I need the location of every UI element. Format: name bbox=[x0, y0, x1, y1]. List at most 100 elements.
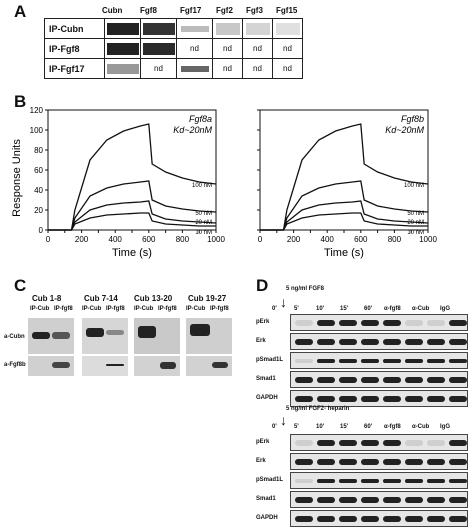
row-label-fgf8b: a-Fgf8b bbox=[4, 362, 26, 368]
cell-value: nd bbox=[212, 38, 243, 59]
series-line bbox=[260, 123, 429, 231]
blot-band bbox=[361, 376, 379, 383]
blot-band bbox=[449, 458, 467, 465]
x-tick-label: 400 bbox=[321, 235, 335, 244]
y-tick-label: 60 bbox=[34, 166, 43, 175]
blot-band bbox=[361, 496, 379, 503]
y-tick-label: 0 bbox=[39, 226, 44, 235]
treatment-label-top: 5 ng/ml FGF8 bbox=[286, 286, 325, 292]
series-label: 100 nM bbox=[404, 183, 424, 189]
blot-image bbox=[186, 318, 232, 354]
blot-image bbox=[186, 356, 232, 376]
x-tick-label: 0 bbox=[258, 235, 263, 244]
blot-band bbox=[317, 496, 335, 503]
blot-band bbox=[449, 338, 467, 345]
blot-band bbox=[317, 478, 335, 483]
blot-band bbox=[427, 458, 445, 465]
blot-band bbox=[212, 362, 228, 368]
blot-band bbox=[383, 395, 401, 402]
blot-strip bbox=[290, 491, 468, 508]
blot-band bbox=[405, 478, 423, 483]
blot-image bbox=[28, 318, 74, 354]
lane-label: 0' bbox=[272, 424, 277, 430]
series-line bbox=[260, 200, 429, 231]
blot-strip bbox=[290, 352, 468, 369]
blot-band bbox=[449, 515, 467, 522]
blot-band bbox=[317, 319, 335, 326]
blot-band bbox=[215, 22, 240, 35]
blot-band bbox=[449, 395, 467, 402]
blot-band bbox=[449, 478, 467, 483]
blot-band bbox=[295, 478, 313, 483]
x-axis-label: Time (s) bbox=[324, 247, 364, 259]
blot-row-label: GAPDH bbox=[256, 515, 278, 521]
series-line bbox=[48, 123, 217, 231]
blot-band bbox=[361, 319, 379, 326]
blot-band bbox=[138, 326, 156, 338]
blot-band bbox=[383, 496, 401, 503]
blot-band bbox=[361, 515, 379, 522]
x-tick-label: 200 bbox=[287, 235, 301, 244]
arrow-down-icon: ↓ bbox=[280, 412, 287, 428]
series-line bbox=[48, 212, 216, 231]
blot-strip bbox=[290, 434, 468, 451]
blot-band bbox=[339, 319, 357, 326]
blot-band bbox=[361, 458, 379, 465]
blot-strip bbox=[290, 333, 468, 350]
x-tick-label: 1000 bbox=[419, 235, 437, 244]
blot-band bbox=[142, 42, 175, 55]
lane-label: 10' bbox=[316, 306, 325, 312]
blot-image bbox=[82, 356, 128, 376]
blot-band bbox=[275, 22, 300, 35]
lane-label: 5' bbox=[294, 306, 299, 312]
blot-band bbox=[52, 362, 70, 368]
blot-strip bbox=[290, 472, 468, 489]
blot-band bbox=[405, 395, 423, 402]
blot-band bbox=[383, 458, 401, 465]
blot-image bbox=[134, 318, 180, 354]
blot-band bbox=[405, 496, 423, 503]
series-label: 100 nM bbox=[192, 183, 212, 189]
blot-band bbox=[295, 439, 313, 446]
y-axis-label: Response Units bbox=[11, 139, 23, 217]
blot-band bbox=[427, 319, 445, 326]
blot-band bbox=[317, 515, 335, 522]
blot-band bbox=[361, 478, 379, 483]
cell-value: nd bbox=[242, 58, 273, 79]
panel-a-table: IP-Cubn IP-Fgf8 nd nd nd nd IP-Fgf17 nd … bbox=[44, 18, 303, 79]
blot-row-label: pSmad1L bbox=[256, 357, 284, 363]
lane-label: 60' bbox=[364, 424, 373, 430]
lane-label: IP-fgf8 bbox=[106, 306, 125, 312]
blot-band bbox=[427, 496, 445, 503]
blot-band bbox=[383, 478, 401, 483]
blot-band bbox=[339, 338, 357, 345]
blot-row-label: pErk bbox=[256, 319, 270, 325]
row-label: IP-Fgf8 bbox=[44, 38, 105, 59]
y-tick-label: 120 bbox=[30, 106, 44, 115]
x-tick-label: 400 bbox=[109, 235, 123, 244]
blot-band bbox=[295, 496, 313, 503]
blot-band bbox=[32, 332, 50, 339]
lane-label: 15' bbox=[340, 424, 349, 430]
blot-band bbox=[190, 324, 210, 336]
row-label: IP-Cubn bbox=[44, 18, 105, 39]
blot-band bbox=[339, 496, 357, 503]
series-line bbox=[48, 200, 217, 231]
blot-row-label: Erk bbox=[256, 458, 266, 464]
x-tick-label: 0 bbox=[46, 235, 51, 244]
col-header-fgf8: Fgf8 bbox=[140, 6, 157, 15]
blot-band bbox=[317, 358, 335, 363]
blot-row-label: pErk bbox=[256, 439, 270, 445]
blot-strip bbox=[290, 314, 468, 331]
series-label: 50 nM bbox=[407, 211, 424, 217]
blot-band bbox=[295, 358, 313, 363]
blot-band bbox=[449, 376, 467, 383]
panel-c-blots: Cub 1-8 Cub 7-14 Cub 13-20 Cub 19-27 IP-… bbox=[28, 294, 238, 366]
lane-label: 10' bbox=[316, 424, 325, 430]
blot-band bbox=[142, 22, 175, 35]
blot-strip bbox=[290, 510, 468, 527]
lane-label: 5' bbox=[294, 424, 299, 430]
blot-band bbox=[106, 63, 139, 74]
blot-band bbox=[405, 376, 423, 383]
blot-band bbox=[427, 439, 445, 446]
